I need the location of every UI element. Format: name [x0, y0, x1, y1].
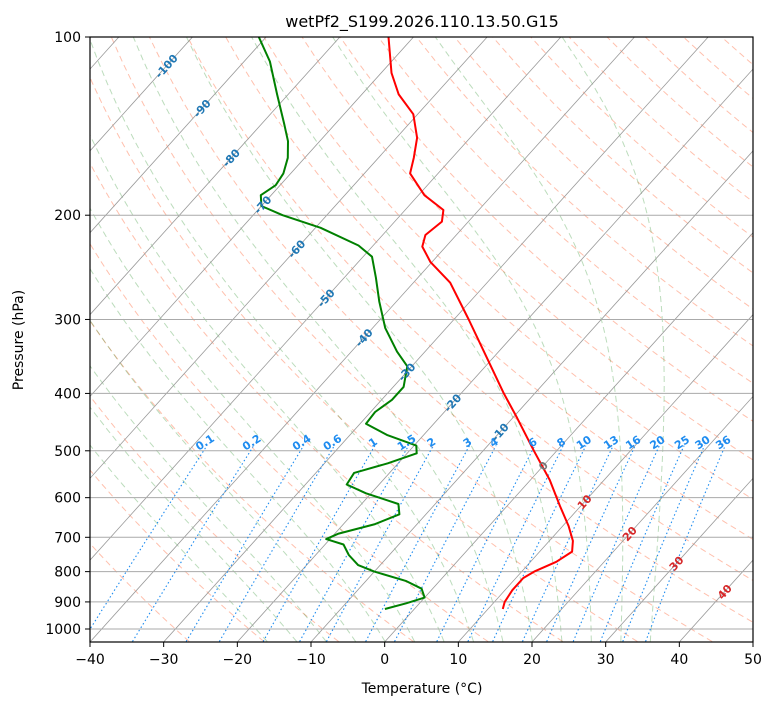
y-tick-label: 1000: [45, 622, 81, 638]
mixing-ratio-line: [436, 445, 536, 642]
dry-adiabat: [90, 162, 563, 642]
y-tick-label: 900: [54, 595, 81, 611]
isotherm: [311, 150, 753, 642]
x-tick-label: 40: [670, 652, 688, 668]
isotherm: [532, 395, 753, 642]
y-tick-label: 600: [54, 491, 81, 507]
plot-frame: [89, 36, 754, 643]
moist-adiabat: [90, 133, 445, 642]
mixing-ratio-line: [394, 445, 497, 642]
moist-adiabat: [561, 37, 665, 642]
mixing-ratio-line: [572, 445, 660, 642]
dry-adiabat: [416, 37, 753, 347]
y-axis: 100 200 300 400 500 600 700 800 900 1000: [45, 30, 90, 638]
isotherm: [163, 37, 709, 642]
moist-adiabat: [332, 37, 592, 642]
x-tick-label: 10: [449, 652, 467, 668]
isotherm: [90, 37, 341, 316]
x-tick-label: −40: [75, 652, 105, 668]
sounding-profiles: [257, 37, 574, 610]
moist-adiabat: [90, 38, 474, 642]
mixing-ratio-line: [132, 445, 255, 642]
x-tick-label: −30: [149, 652, 179, 668]
moist-adiabat: [251, 37, 563, 642]
y-tick-label: 500: [54, 444, 81, 460]
x-tick-label: −20: [223, 652, 253, 668]
dry-adiabat: [454, 37, 753, 310]
y-tick-label: 800: [54, 565, 81, 581]
temperature-profile: [387, 37, 574, 610]
isotherm: [605, 477, 753, 642]
moist-adiabat: [90, 365, 327, 642]
moist-adiabat: [186, 37, 533, 642]
dry-adiabat: [148, 37, 753, 623]
isotherm: [458, 313, 753, 642]
dry-adiabat: [90, 469, 265, 642]
dry-adiabat: [110, 37, 713, 642]
mixing-ratio-line: [185, 445, 305, 642]
isotherm: [90, 37, 414, 398]
mixing-ratio-line: [218, 445, 335, 642]
chart-title: wetPf2_S199.2026.110.13.50.G15: [285, 12, 559, 32]
mixing-ratio-line: [467, 445, 564, 642]
dry-adiabat: [90, 542, 190, 642]
mixing-ratio-line: [599, 445, 685, 642]
isotherm: [90, 37, 267, 234]
isotherm: [90, 37, 488, 479]
y-tick-label: 100: [54, 30, 81, 46]
x-tick-label: −10: [296, 652, 326, 668]
dry-adiabat: [377, 37, 753, 384]
x-axis-title: Temperature (°C): [361, 681, 483, 697]
moist-adiabat: [434, 37, 624, 642]
moist-adiabat: [90, 267, 386, 642]
x-tick-label: 20: [523, 652, 541, 668]
y-tick-label: 400: [54, 386, 81, 402]
y-axis-title: Pressure (hPa): [11, 290, 27, 390]
y-tick-label: 700: [54, 530, 81, 546]
moist-adiabat: [90, 444, 268, 642]
isotherm: [90, 37, 635, 642]
mixing-ratio-line: [90, 445, 208, 631]
y-tick-label: 200: [54, 208, 81, 224]
dry-adiabat: [90, 242, 489, 642]
dry-adiabat: [90, 395, 339, 642]
background-reference-lines: [90, 37, 753, 642]
isotherm: [90, 37, 562, 561]
mixing-ratio-line: [299, 445, 410, 642]
isotherm: [90, 37, 193, 152]
x-tick-label: 30: [597, 652, 615, 668]
moist-adiabat: [132, 37, 504, 642]
x-tick-label: 50: [744, 652, 762, 668]
x-tick-label: 0: [380, 652, 389, 668]
moist-adiabat: [90, 319, 357, 642]
dewpoint-profile: [257, 37, 426, 610]
y-tick-label: 300: [54, 312, 81, 328]
isotherm: [384, 232, 753, 642]
x-axis: −40 −30 −20 −10 0 10 20 30 40 50: [75, 642, 762, 668]
moist-adiabat: [90, 406, 298, 642]
